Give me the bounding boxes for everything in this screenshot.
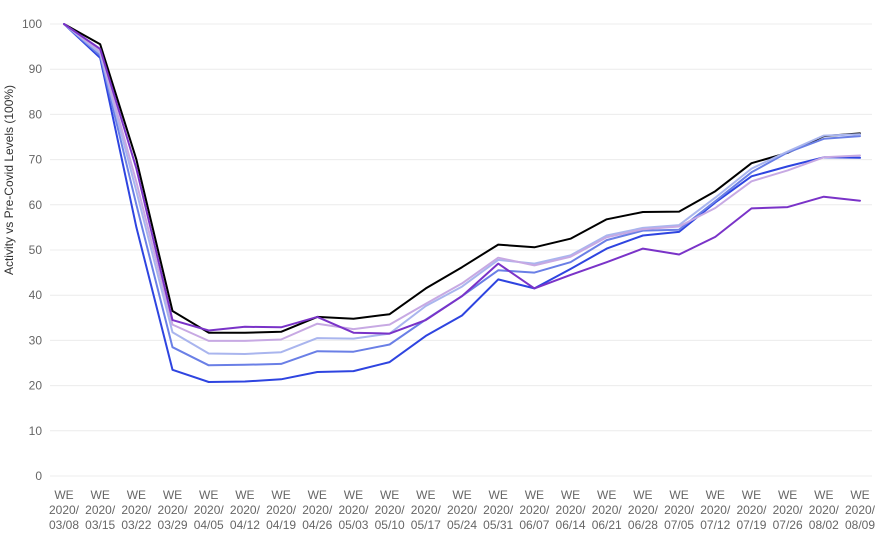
x-tick-label: WE 2020/03/15 <box>85 488 116 532</box>
x-tick-label: WE 2020/06/07 <box>519 488 550 532</box>
x-tick-label: WE 2020/08/02 <box>809 488 840 532</box>
x-tick-label: WE 2020/07/12 <box>700 488 731 532</box>
y-tick-label: 20 <box>29 379 43 393</box>
x-tick-label: WE 2020/04/19 <box>266 488 297 532</box>
series-line-6 <box>63 23 861 335</box>
gridlines <box>50 23 872 477</box>
x-tick-label: WE 2020/03/29 <box>158 488 189 532</box>
x-tick-label: WE 2020/03/22 <box>121 488 152 532</box>
series-line-1 <box>63 23 861 334</box>
x-tick-label: WE 2020/07/19 <box>736 488 767 532</box>
x-tick-label: WE 2020/06/28 <box>628 488 659 532</box>
y-tick-label: 90 <box>29 62 43 76</box>
x-tick-label: WE 2020/07/26 <box>773 488 804 532</box>
x-tick-label: WE 2020/03/08 <box>49 488 80 532</box>
series-line-5 <box>63 23 861 342</box>
y-tick-label: 80 <box>29 107 43 121</box>
x-tick-label: WE 2020/05/17 <box>411 488 442 532</box>
series-line-2 <box>63 23 861 383</box>
x-tick-label: WE 2020/07/05 <box>664 488 695 532</box>
x-tick-label: WE 2020/04/05 <box>194 488 225 532</box>
series-line-4 <box>63 23 861 355</box>
x-tick-label: WE 2020/05/24 <box>447 488 478 532</box>
x-tick-label: WE 2020/06/14 <box>556 488 587 532</box>
x-tick-label: WE 2020/08/09 <box>845 488 876 532</box>
x-tick-label: WE 2020/05/10 <box>375 488 406 532</box>
y-tick-label: 40 <box>29 288 43 302</box>
y-tick-label: 70 <box>29 153 43 167</box>
y-tick-label: 60 <box>29 198 43 212</box>
x-tick-label: WE 2020/04/26 <box>302 488 333 532</box>
x-tick-label: WE 2020/04/12 <box>230 488 261 532</box>
y-tick-label: 100 <box>22 17 42 31</box>
y-tick-label: 0 <box>35 469 42 483</box>
y-tick-label: 50 <box>29 243 43 257</box>
y-tick-label: 10 <box>29 424 43 438</box>
x-tick-label: WE 2020/05/03 <box>338 488 369 532</box>
y-axis: 0 10 20 30 40 50 60 70 80 90 100 <box>22 17 42 483</box>
y-axis-title: Activity vs Pre-Covid Levels (100%) <box>2 85 16 275</box>
x-tick-label: WE 2020/05/31 <box>483 488 514 532</box>
series-group <box>63 23 861 383</box>
x-tick-label: WE 2020/06/21 <box>592 488 623 532</box>
y-tick-label: 30 <box>29 333 43 347</box>
